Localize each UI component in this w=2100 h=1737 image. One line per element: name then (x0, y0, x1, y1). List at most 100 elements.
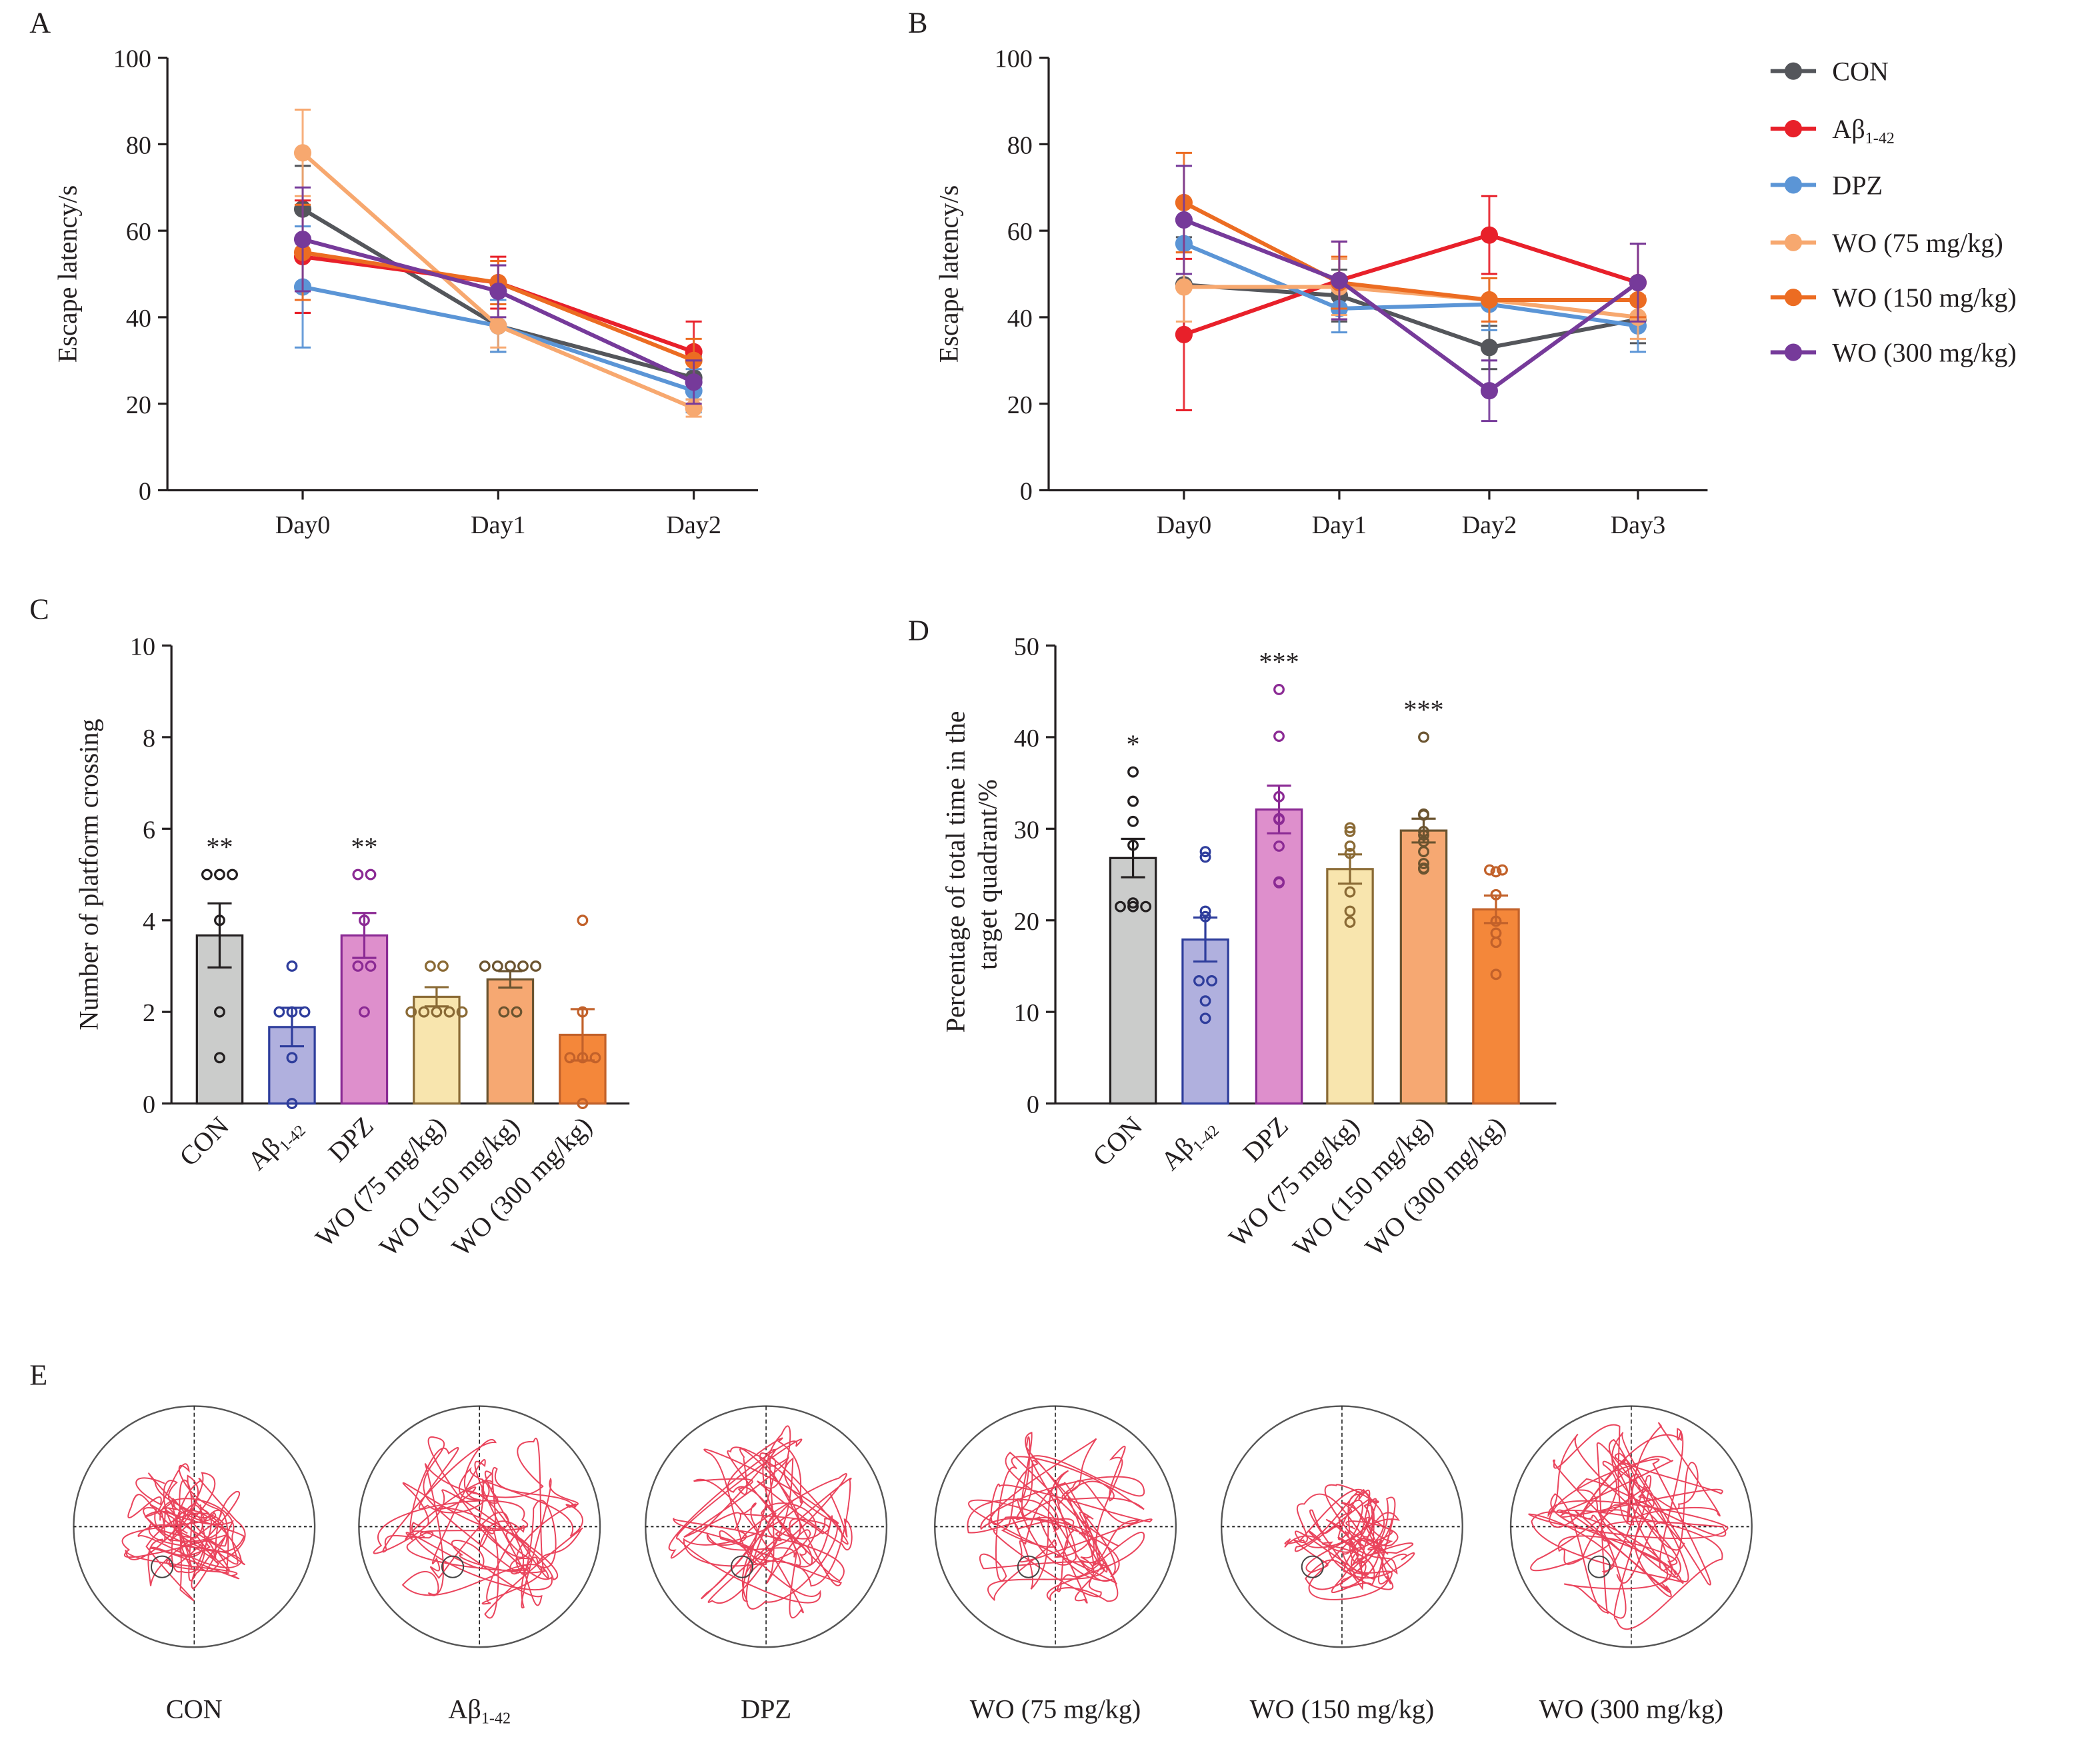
data-point (286, 1098, 298, 1110)
data-point (424, 960, 436, 972)
data-point (1127, 897, 1139, 909)
legend-item: DPZ (1770, 171, 1883, 201)
bar (1472, 908, 1520, 1105)
data-point (1490, 936, 1502, 948)
x-tick-label: DPZ (1237, 1110, 1293, 1167)
bar-group-con: ** (195, 832, 244, 1105)
data-point (1175, 211, 1193, 229)
data-point (1193, 974, 1205, 986)
data-point (589, 1052, 601, 1064)
significance-marker: *** (1403, 695, 1443, 725)
legend-item: WO (300 mg/kg) (1770, 338, 2017, 368)
y-tick-label: 40 (1014, 725, 1039, 753)
data-point (456, 1006, 468, 1018)
data-point (365, 960, 377, 972)
legend-marker (1784, 289, 1803, 307)
panel-a-line-chart: 0 20 40 60 80 100 Day0 Day1 Day2 Escape latency/s (53, 45, 759, 539)
y-tick-label: 60 (126, 218, 151, 246)
x-tick-label: Day0 (275, 511, 331, 539)
data-point (577, 914, 589, 926)
y-tick-label: 0 (1020, 478, 1033, 506)
data-point (1344, 822, 1356, 834)
data-point (227, 868, 238, 880)
bar-group-wo-150-mg-kg-: *** (1399, 695, 1448, 1105)
data-point (1418, 862, 1429, 874)
bar-group-wo-75-mg-kg- (1326, 822, 1374, 1105)
y-tick-label: 80 (1007, 131, 1033, 159)
data-point (1206, 974, 1218, 986)
bar-group-con: * (1109, 729, 1157, 1105)
legend-marker (1784, 343, 1803, 361)
bar-group-wo-300-mg-kg- (1472, 864, 1520, 1105)
data-point (1199, 995, 1211, 1007)
legend-label: WO (75 mg/kg) (1832, 228, 2003, 258)
bar (1255, 808, 1303, 1105)
x-tick-label: DPZ (322, 1110, 379, 1167)
track-label: CON (166, 1694, 223, 1724)
data-point (352, 960, 364, 972)
swim-path (1528, 1422, 1729, 1630)
data-point (214, 1052, 225, 1064)
y-tick-label: 10 (1014, 999, 1039, 1027)
y-tick-label: 100 (995, 45, 1033, 73)
data-point (1199, 1012, 1211, 1024)
data-point (1175, 325, 1193, 343)
swim-track-5: WO (150 mg/kg) (1220, 1405, 1463, 1724)
data-point (1175, 278, 1193, 296)
bar-group-a- (1181, 846, 1229, 1105)
y-tick-label: 2 (143, 999, 155, 1027)
series-line (1183, 241, 1639, 328)
data-point (1273, 841, 1285, 852)
series-wo-300-mg-kg- (1175, 165, 1647, 423)
legend-label: WO (150 mg/kg) (1832, 283, 2017, 313)
data-point (365, 868, 377, 880)
y-tick-label: 40 (1007, 305, 1033, 333)
legend-item: CON (1770, 57, 1889, 87)
data-point (352, 868, 364, 880)
data-point (358, 1006, 370, 1018)
legend-item: Aβ1-42 (1770, 114, 1895, 147)
data-point (1480, 382, 1498, 400)
data-point (530, 960, 542, 972)
data-point (1344, 905, 1356, 917)
swim-track-6: WO (300 mg/kg) (1509, 1405, 1753, 1724)
data-point (1344, 841, 1356, 852)
data-point (1629, 273, 1647, 292)
legend-marker (1784, 233, 1803, 251)
bar (340, 934, 389, 1105)
legend-item: WO (150 mg/kg) (1770, 283, 2017, 313)
data-point (1199, 851, 1211, 863)
data-point (1418, 731, 1429, 743)
track-label: Aβ1-42 (448, 1694, 511, 1728)
y-tick-label: 20 (1014, 908, 1039, 936)
swim-track-2: Aβ1-42 (358, 1405, 601, 1728)
data-point (286, 960, 298, 972)
data-point (517, 960, 529, 972)
data-point (1344, 826, 1356, 837)
swim-track-3: DPZ (645, 1405, 888, 1724)
x-tick-label: Day2 (1462, 511, 1517, 539)
series-wo-300-mg-kg- (293, 186, 703, 405)
data-point (214, 1006, 225, 1018)
data-point (564, 1052, 576, 1064)
series-line (1183, 285, 1639, 319)
y-tick-label: 20 (1007, 391, 1033, 419)
data-point (418, 1006, 430, 1018)
data-point (286, 1052, 298, 1064)
y-tick-label: 10 (130, 633, 155, 661)
series-a- (1175, 195, 1647, 411)
x-tick-label: Aβ1-42 (1155, 1110, 1223, 1178)
y-tick-label: 0 (1027, 1091, 1039, 1119)
data-point (489, 282, 507, 301)
x-tick-label: Day1 (471, 511, 526, 539)
y-axis-label-line2: target quadrant/% (973, 779, 1003, 970)
y-tick-label: 0 (143, 1091, 155, 1119)
data-point (299, 1006, 311, 1018)
bar (1326, 868, 1374, 1105)
series-line (1183, 201, 1638, 302)
panel-d-bar-chart: 0 10 20 30 40 50 Percentage of total time in t… (940, 633, 1557, 1262)
x-tick-label: WO (75 mg/kg) (309, 1110, 451, 1252)
swim-path (668, 1425, 853, 1618)
data-point (405, 1006, 417, 1018)
data-point (1140, 900, 1152, 912)
